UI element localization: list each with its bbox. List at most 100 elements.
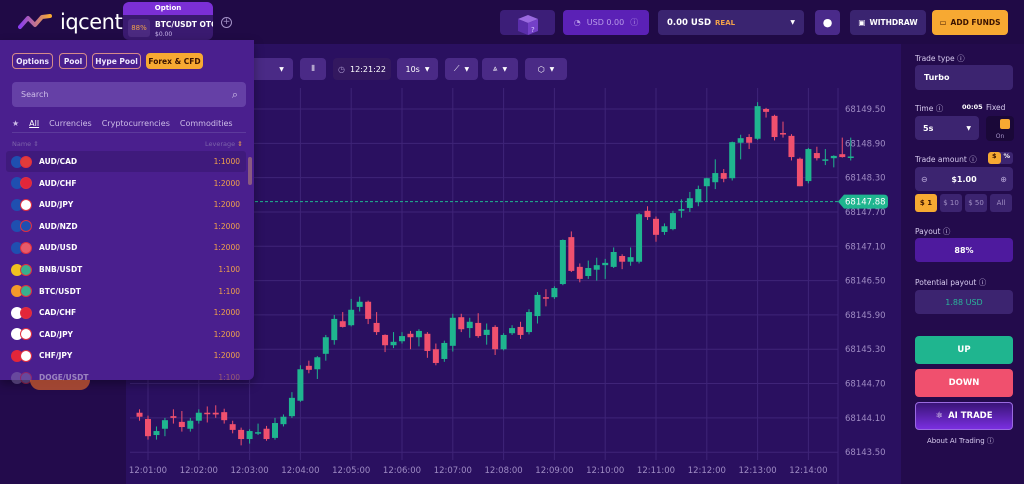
trade-amount-value[interactable]: $1.00 bbox=[951, 174, 977, 184]
candle-body bbox=[788, 135, 795, 158]
column-leverage-header[interactable]: Leverage ⇕ bbox=[205, 140, 243, 148]
asset-leverage: 1:100 bbox=[218, 286, 240, 296]
asset-row[interactable]: AUD/NZD 1:2000 bbox=[6, 216, 246, 237]
asset-row[interactable]: BNB/USDT 1:100 bbox=[6, 259, 246, 280]
asset-row[interactable]: CAD/JPY 1:2000 bbox=[6, 324, 246, 345]
asset-tab-balance: $0.00 bbox=[155, 31, 173, 38]
time-select[interactable]: 5s ▼ bbox=[915, 116, 979, 140]
drawing-tools-select[interactable]: ⩓ ▼ bbox=[482, 58, 518, 80]
chevron-down-icon: ▼ bbox=[790, 19, 795, 26]
add-funds-label: ADD FUNDS bbox=[950, 18, 1001, 27]
quick-amount-10[interactable]: $ 10 bbox=[940, 194, 962, 212]
x-tick-label: 12:13:00 bbox=[739, 466, 777, 476]
candle-body bbox=[686, 198, 693, 208]
y-tick-label: 68146.50 bbox=[845, 277, 886, 287]
amount-mode-toggle[interactable]: $ % bbox=[988, 152, 1013, 164]
candle-body bbox=[729, 142, 736, 179]
candle-body bbox=[542, 297, 549, 299]
candle-body bbox=[407, 333, 414, 338]
minus-icon[interactable]: ⊖ bbox=[921, 174, 928, 184]
indicators-select[interactable]: ⬡ ▼ bbox=[525, 58, 567, 80]
ai-trade-button[interactable]: ⚛ AI TRADE bbox=[915, 402, 1013, 430]
y-tick-label: 68149.50 bbox=[845, 105, 886, 115]
filter-commodities[interactable]: Commodities bbox=[179, 119, 233, 128]
asset-name: DOGE/USDT bbox=[39, 373, 89, 382]
candle-body bbox=[170, 416, 177, 418]
filter-all[interactable]: All bbox=[29, 119, 40, 128]
candle-body bbox=[280, 416, 287, 425]
candle-body bbox=[551, 288, 558, 298]
quick-amount-1[interactable]: $ 1 bbox=[915, 194, 937, 212]
favorites-star-icon[interactable]: ★ bbox=[12, 119, 20, 128]
flag-icon bbox=[11, 306, 33, 319]
asset-search-input[interactable]: Search ⌕ bbox=[12, 82, 246, 107]
account-select[interactable]: 0.00 USD REAL ▼ bbox=[658, 10, 804, 35]
asset-row[interactable]: AUD/USD 1:2000 bbox=[6, 237, 246, 258]
info-icon: ⓘ bbox=[935, 104, 944, 113]
down-button[interactable]: DOWN bbox=[915, 369, 1013, 397]
up-button[interactable]: UP bbox=[915, 336, 1013, 364]
filter-cryptocurrencies[interactable]: Cryptocurrencies bbox=[101, 119, 170, 128]
candles-icon: ⫴ bbox=[311, 64, 315, 73]
about-ai-trading-link[interactable]: About AI Trading ⓘ bbox=[927, 436, 994, 446]
logo[interactable]: iqcent bbox=[18, 10, 123, 34]
search-icon[interactable]: ⌕ bbox=[231, 88, 238, 101]
asset-tab-btc-usdt-otc[interactable]: Option 88% BTC/USDT OTC $0.00 bbox=[123, 2, 213, 40]
candle-body bbox=[720, 173, 727, 179]
info-icon: ⓘ bbox=[630, 18, 639, 27]
fixed-label: Fixed bbox=[986, 103, 1006, 112]
asset-name: BNB/USDT bbox=[39, 265, 83, 274]
time-value: 5s bbox=[923, 123, 934, 133]
asset-leverage: 1:2000 bbox=[213, 178, 240, 188]
asset-list-scrollbar[interactable] bbox=[248, 157, 252, 185]
candle-body bbox=[204, 412, 211, 415]
category-pool[interactable]: Pool bbox=[59, 53, 87, 69]
filter-currencies[interactable]: Currencies bbox=[49, 119, 92, 128]
column-name-header[interactable]: Name ⇕ bbox=[12, 140, 39, 148]
candle-body bbox=[669, 213, 676, 230]
category-forex-cfd[interactable]: Forex & CFD bbox=[146, 53, 203, 69]
compass-icon: ⩓ bbox=[492, 64, 498, 73]
bonus-balance-button[interactable]: ◔ USD 0.00 ⓘ bbox=[563, 10, 649, 35]
asset-row[interactable]: AUD/CHF 1:2000 bbox=[6, 173, 246, 194]
asset-tab-payout: 88% bbox=[128, 19, 150, 37]
chart-type-select[interactable]: ⟋ ▼ bbox=[445, 58, 478, 80]
asset-row[interactable]: BTC/USDT 1:100 bbox=[6, 281, 246, 302]
asset-row[interactable]: AUD/CAD 1:1000 bbox=[6, 151, 246, 172]
trade-type-select[interactable]: Turbo bbox=[915, 65, 1013, 90]
chart-candles-button[interactable]: ⫴ bbox=[300, 58, 326, 80]
flag-icon bbox=[11, 155, 33, 168]
candle-body bbox=[610, 252, 617, 267]
chevron-down-icon: ▼ bbox=[549, 65, 555, 73]
asset-name: BTC/USDT bbox=[39, 286, 81, 296]
add-asset-tab-icon[interactable]: + bbox=[221, 17, 232, 28]
quick-amount-50[interactable]: $ 50 bbox=[965, 194, 987, 212]
profile-button[interactable]: ● bbox=[815, 10, 840, 35]
add-funds-button[interactable]: ▭ ADD FUNDS bbox=[932, 10, 1008, 35]
fixed-time-toggle[interactable]: On bbox=[986, 116, 1014, 141]
asset-row[interactable]: CHF/JPY 1:2000 bbox=[6, 345, 246, 366]
category-hype-pool[interactable]: Hype Pool bbox=[92, 53, 141, 69]
mystery-box-button[interactable]: ? bbox=[500, 10, 555, 35]
interval-select[interactable]: 10s ▼ bbox=[397, 58, 438, 80]
time-countdown: 00:05 bbox=[962, 103, 983, 111]
candle-body bbox=[322, 337, 329, 354]
asset-row[interactable]: CAD/CHF 1:2000 bbox=[6, 302, 246, 323]
asset-row[interactable]: DOGE/USDT 1:100 bbox=[6, 367, 246, 388]
ai-trade-label: AI TRADE bbox=[948, 411, 993, 421]
category-options[interactable]: Options bbox=[12, 53, 53, 69]
asset-name: AUD/CAD bbox=[39, 157, 78, 166]
withdraw-button[interactable]: ▣ WITHDRAW bbox=[850, 10, 926, 35]
candle-body bbox=[796, 158, 803, 187]
x-tick-label: 12:06:00 bbox=[383, 466, 421, 476]
x-tick-label: 12:04:00 bbox=[281, 466, 319, 476]
plus-icon[interactable]: ⊕ bbox=[1000, 174, 1007, 184]
mode-percent[interactable]: % bbox=[1003, 152, 1010, 160]
quick-amount-all[interactable]: All bbox=[990, 194, 1012, 212]
trade-amount-stepper[interactable]: ⊖ $1.00 ⊕ bbox=[915, 167, 1013, 191]
asset-row[interactable]: AUD/JPY 1:2000 bbox=[6, 194, 246, 215]
mode-dollar[interactable]: $ bbox=[988, 152, 1001, 164]
trade-amount-label-text: Trade amount bbox=[915, 155, 967, 164]
chevron-down-icon: ▼ bbox=[279, 65, 284, 73]
